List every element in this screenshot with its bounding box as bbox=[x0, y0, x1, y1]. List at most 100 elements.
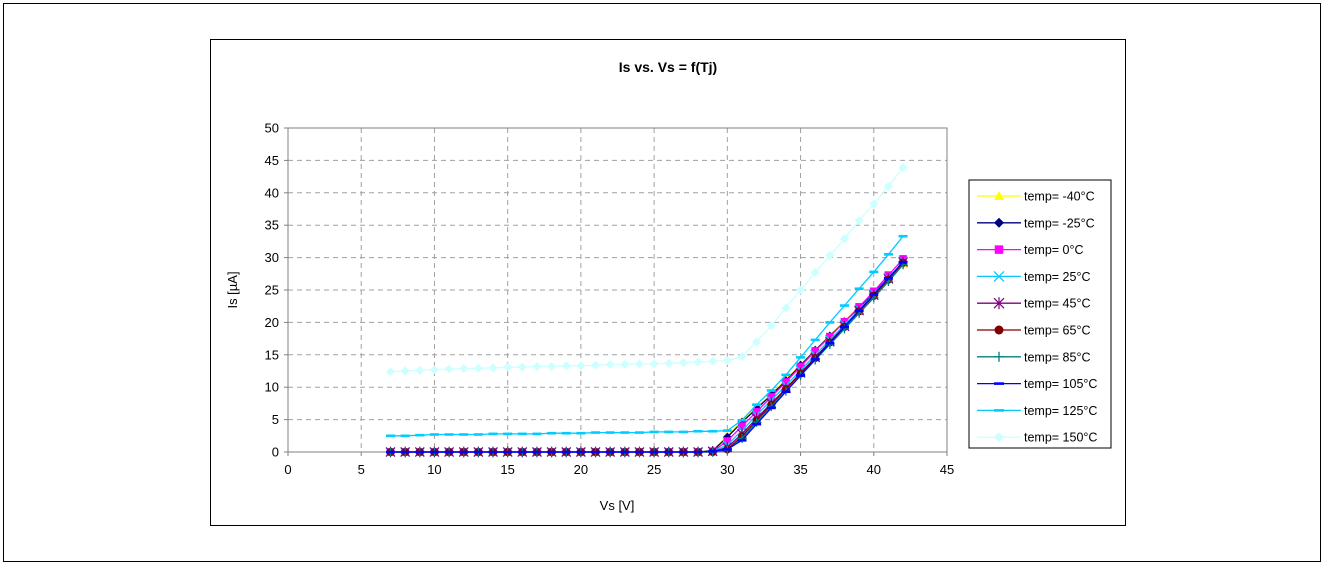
data-point bbox=[993, 297, 1005, 310]
data-point bbox=[693, 429, 703, 433]
data-point bbox=[459, 450, 469, 454]
data-point bbox=[605, 360, 615, 370]
data-point bbox=[810, 358, 820, 361]
x-tick-label: 0 bbox=[284, 462, 291, 477]
series-8 bbox=[386, 234, 908, 438]
data-point bbox=[781, 373, 791, 377]
y-tick-label: 15 bbox=[265, 347, 279, 362]
data-point bbox=[649, 359, 659, 369]
data-point bbox=[796, 374, 806, 377]
x-tick-label: 35 bbox=[793, 462, 807, 477]
y-axis-label: Is [µA] bbox=[225, 271, 240, 308]
data-point bbox=[781, 303, 791, 313]
data-point bbox=[810, 268, 820, 278]
data-point bbox=[869, 293, 879, 296]
data-point bbox=[737, 439, 747, 442]
legend-item: temp= 150°C bbox=[977, 431, 1097, 445]
data-point bbox=[547, 450, 557, 454]
series-9 bbox=[386, 163, 908, 377]
data-point bbox=[994, 191, 1004, 200]
data-point bbox=[386, 367, 396, 377]
data-point bbox=[766, 321, 776, 331]
data-point bbox=[737, 418, 747, 422]
legend: temp= -40°C temp= -25°C temp= 0°C temp= 25°… bbox=[968, 179, 1112, 449]
legend-label: temp= 45°C bbox=[1024, 297, 1091, 311]
data-point bbox=[620, 360, 630, 370]
series-0 bbox=[386, 259, 908, 456]
data-point bbox=[664, 450, 674, 454]
data-point bbox=[766, 389, 776, 392]
data-point bbox=[517, 432, 527, 436]
data-point bbox=[664, 430, 674, 434]
data-point bbox=[854, 216, 864, 226]
data-point bbox=[473, 363, 483, 373]
data-point bbox=[517, 450, 527, 454]
y-tick-label: 45 bbox=[265, 153, 279, 168]
data-point bbox=[503, 362, 513, 372]
data-point bbox=[576, 450, 586, 454]
series-line bbox=[390, 263, 904, 453]
data-point bbox=[386, 450, 396, 454]
data-point bbox=[693, 357, 703, 367]
data-point bbox=[488, 363, 498, 373]
legend-label: temp= 125°C bbox=[1024, 404, 1097, 418]
data-point bbox=[839, 234, 849, 244]
series-7 bbox=[386, 260, 908, 454]
data-point bbox=[708, 356, 718, 366]
data-point bbox=[634, 431, 644, 434]
data-point bbox=[532, 450, 542, 454]
data-point bbox=[634, 359, 644, 369]
data-point bbox=[752, 422, 762, 426]
data-point bbox=[576, 361, 586, 371]
data-point bbox=[737, 352, 747, 362]
legend-item: temp= 25°C bbox=[977, 270, 1091, 284]
data-point bbox=[796, 285, 806, 295]
series-line bbox=[390, 264, 904, 453]
data-point bbox=[767, 393, 776, 401]
series-3 bbox=[385, 256, 909, 457]
data-point bbox=[994, 432, 1004, 443]
x-tick-label: 10 bbox=[427, 462, 441, 477]
data-point bbox=[605, 431, 615, 434]
grid-layer bbox=[288, 128, 947, 452]
data-point bbox=[517, 362, 527, 372]
chart-svg: 0 5 10 15 20 25 30 35 40 45 0 5 10 15 20 25 30 35 40 45 50 V… bbox=[225, 121, 1112, 513]
series-line bbox=[390, 261, 904, 453]
data-point bbox=[994, 382, 1004, 385]
page-background: Is vs. Vs = f(Tj) 0 5 10 15 20 25 30 35 40 45 0 5 10… bbox=[3, 3, 1321, 562]
data-point bbox=[444, 433, 454, 436]
series-line bbox=[390, 258, 904, 453]
data-point bbox=[994, 409, 1004, 412]
data-point bbox=[782, 378, 790, 386]
data-point bbox=[503, 450, 513, 454]
series-5 bbox=[386, 258, 908, 457]
data-point bbox=[854, 309, 864, 313]
y-tick-label: 10 bbox=[265, 380, 279, 395]
data-point bbox=[429, 365, 439, 375]
data-point bbox=[473, 450, 483, 454]
data-point bbox=[664, 358, 674, 368]
y-tick-label: 5 bbox=[272, 412, 279, 427]
marker-stroke bbox=[993, 270, 1005, 282]
data-point bbox=[994, 245, 1004, 254]
x-tick-label: 40 bbox=[867, 462, 881, 477]
legend-item: temp= 65°C bbox=[977, 324, 1091, 338]
data-point bbox=[605, 450, 615, 454]
data-point bbox=[722, 356, 732, 366]
data-point bbox=[723, 437, 732, 445]
data-point bbox=[547, 431, 557, 435]
data-point bbox=[752, 337, 762, 347]
data-point bbox=[400, 450, 410, 454]
series-1 bbox=[386, 257, 908, 457]
data-point bbox=[722, 448, 732, 451]
data-point bbox=[532, 361, 542, 371]
legend-item: temp= 85°C bbox=[977, 350, 1091, 364]
data-point bbox=[591, 450, 601, 454]
x-tick-label: 15 bbox=[500, 462, 514, 477]
data-point bbox=[634, 450, 644, 454]
data-point bbox=[994, 351, 1004, 362]
series-line bbox=[390, 261, 904, 453]
legend-label: temp= 25°C bbox=[1024, 270, 1091, 284]
legend-item: temp= 0°C bbox=[977, 243, 1084, 257]
data-point bbox=[869, 270, 879, 274]
